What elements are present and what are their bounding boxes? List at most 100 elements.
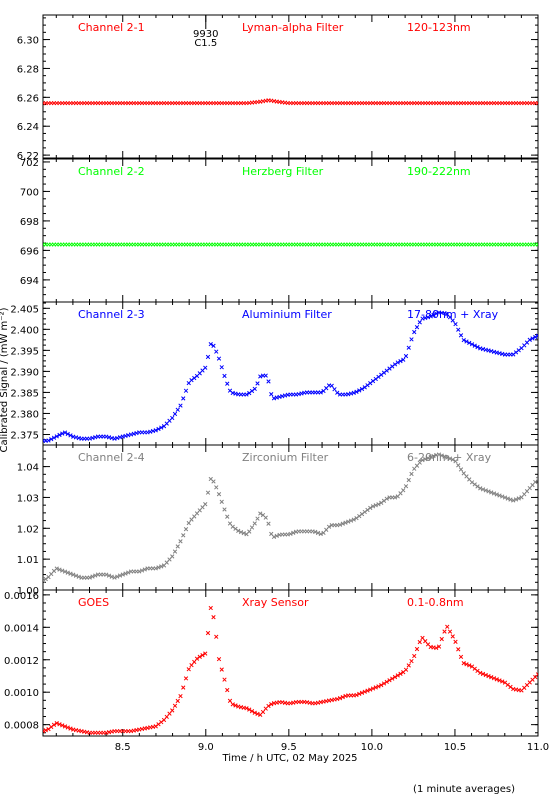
data-point — [434, 645, 439, 651]
y-tick-label: 0.0008 — [4, 721, 39, 732]
panel-label: Xray Sensor — [242, 596, 309, 609]
data-point — [467, 663, 472, 668]
panel-4: 1.00 1.01 1.02 1.03 1.04 Channel 2-4 Zirconium… — [17, 444, 539, 597]
x-axis: 8.5 9.0 9.5 10.0 10.5 11.0 — [115, 742, 549, 753]
data-point — [456, 463, 461, 468]
data-point — [156, 565, 161, 570]
data-point — [406, 663, 411, 668]
data-point — [178, 693, 183, 699]
y-tick-label: 2.375 — [10, 430, 39, 441]
data-point — [139, 568, 145, 573]
data-point — [480, 671, 486, 677]
data-point — [178, 403, 183, 408]
data-point — [362, 689, 367, 694]
panel-label: Zirconium Filter — [242, 451, 329, 464]
data-point — [170, 415, 175, 421]
x-axis-title: Time / h UTC, 02 May 2025 — [221, 753, 357, 764]
data-point — [494, 677, 499, 682]
data-point — [73, 573, 79, 578]
data-point — [379, 500, 384, 505]
data-point — [478, 486, 483, 491]
data-point — [445, 455, 450, 460]
data-point — [222, 507, 227, 512]
y-tick-label: 0.0014 — [4, 623, 39, 634]
data-point — [54, 721, 59, 726]
y-tick-label: 0.0016 — [4, 591, 39, 602]
data-series — [43, 310, 538, 443]
data-point — [249, 709, 255, 714]
y-tick-label: 1.01 — [17, 555, 39, 566]
data-point — [403, 484, 409, 489]
data-point — [340, 694, 345, 700]
data-point — [266, 703, 271, 709]
data-point — [480, 487, 486, 492]
data-point — [398, 358, 403, 364]
data-point — [450, 318, 455, 323]
data-point — [326, 524, 332, 529]
data-point — [266, 521, 271, 526]
data-point — [252, 710, 257, 715]
data-point — [497, 493, 502, 498]
data-point — [216, 657, 222, 662]
data-point — [112, 575, 117, 580]
data-point — [175, 544, 180, 549]
data-point — [263, 515, 268, 520]
data-point — [269, 702, 274, 707]
data-point — [76, 574, 81, 579]
y-axis-title: Calibrated Signal / (mW m⁻²) — [0, 307, 10, 452]
data-point — [453, 321, 458, 327]
data-point — [315, 530, 321, 536]
data-point — [508, 497, 513, 502]
data-point — [392, 674, 398, 680]
data-point — [420, 457, 425, 463]
data-point — [205, 490, 211, 495]
data-point — [392, 362, 398, 367]
data-point — [274, 533, 279, 539]
averaging-footnote: (1 minute averages) — [413, 784, 515, 795]
data-point — [183, 388, 189, 393]
data-point — [197, 654, 202, 659]
data-point — [260, 709, 266, 715]
data-point — [208, 341, 213, 347]
data-point — [395, 360, 400, 365]
data-point — [500, 494, 505, 499]
data-point — [494, 492, 499, 497]
data-point — [373, 503, 378, 508]
data-point — [513, 497, 519, 502]
y-tick-label: 700 — [20, 187, 39, 198]
data-point — [409, 658, 414, 664]
panel-label: 190-222nm — [407, 165, 471, 178]
data-point — [153, 428, 158, 433]
panel-label: Channel 2-2 — [78, 165, 145, 178]
data-point — [57, 722, 62, 727]
data-point — [497, 678, 502, 683]
data-point — [200, 653, 205, 658]
data-point — [447, 629, 453, 634]
data-point — [62, 430, 68, 435]
data-point — [68, 726, 73, 731]
flare-marker-top-label: 9930 — [193, 29, 218, 40]
y-tick-label: 694 — [20, 276, 39, 287]
data-point — [516, 496, 521, 501]
data-point — [46, 438, 51, 443]
data-point — [436, 644, 442, 649]
data-point — [318, 531, 323, 537]
data-point — [90, 574, 95, 579]
data-point — [93, 573, 98, 578]
data-point — [414, 646, 420, 652]
panel-frame — [42, 589, 539, 737]
data-point — [211, 615, 216, 620]
data-point — [186, 667, 191, 672]
data-point — [329, 383, 334, 388]
data-point — [271, 534, 277, 540]
x-tick-label: 11.0 — [527, 742, 549, 753]
data-point — [219, 667, 224, 672]
data-point — [51, 722, 57, 727]
data-point — [535, 476, 538, 482]
data-point — [106, 573, 112, 578]
data-point — [288, 531, 293, 537]
data-point — [365, 688, 370, 693]
y-tick-label: 0.0010 — [4, 688, 39, 699]
data-point — [258, 374, 263, 379]
